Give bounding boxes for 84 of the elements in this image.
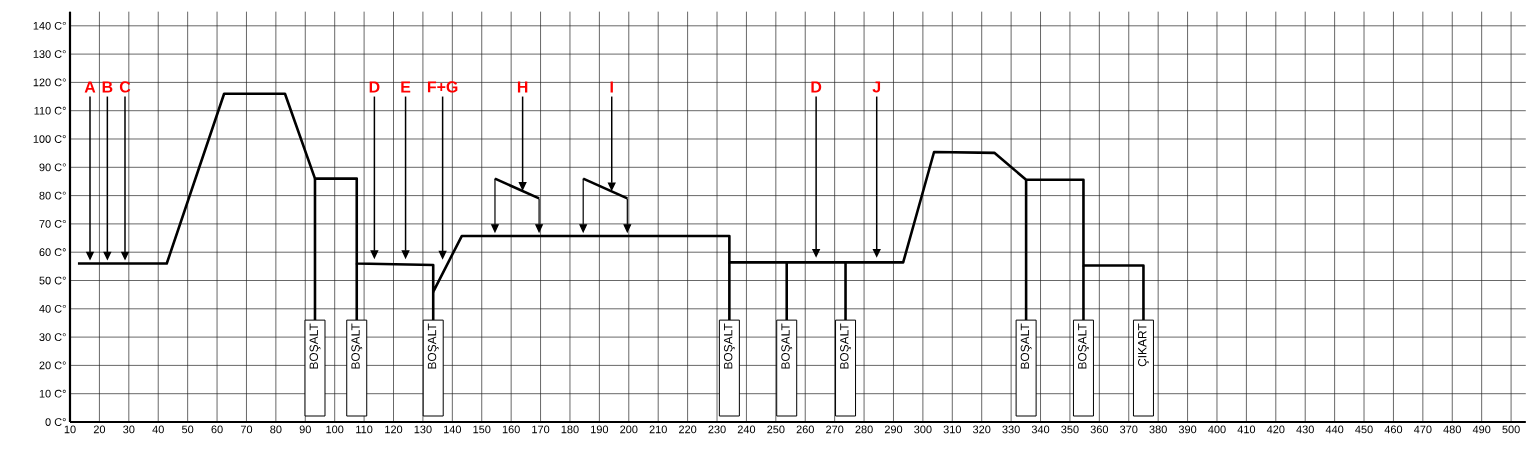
x-tick-label: 430 (1296, 425, 1314, 434)
x-tick-label: 200 (620, 425, 638, 434)
x-tick-label: 380 (1149, 425, 1167, 434)
x-tick-label: 400 (1208, 425, 1226, 434)
annotation: H (517, 81, 528, 93)
x-tick-label: 300 (914, 425, 932, 434)
x-tick-label: 260 (796, 425, 814, 434)
x-tick-label: 340 (1031, 425, 1050, 434)
y-tick-label: 30 C° (39, 333, 66, 341)
x-tick-label: 230 (708, 425, 726, 434)
annotation: BOŞALT (351, 323, 363, 369)
x-tick-label: 140 (444, 425, 462, 434)
x-tick-label: 180 (561, 425, 579, 434)
x-tick-label: 330 (1002, 425, 1020, 434)
annotation: ÇIKART (1138, 323, 1149, 367)
x-tick-label: 480 (1443, 425, 1461, 434)
x-tick-label: 220 (679, 425, 697, 434)
annotation: D (811, 81, 822, 93)
y-tick-label: 130 C° (33, 50, 66, 58)
x-tick-label: 490 (1472, 425, 1491, 434)
x-tick-label: 190 (591, 425, 609, 434)
x-tick-label: 60 (211, 425, 223, 434)
annotation: E (401, 81, 411, 93)
annotation: BOŞALT (309, 323, 321, 369)
annotation: BOŞALT (427, 323, 439, 369)
y-tick-label: 70 C° (39, 220, 66, 228)
x-tick-label: 110 (356, 425, 373, 434)
x-tick-label: 360 (1090, 425, 1109, 434)
x-tick-label: 40 (152, 425, 164, 434)
annotation: BOŞALT (1020, 323, 1032, 369)
x-tick-label: 450 (1355, 425, 1373, 434)
annotation: I (610, 81, 613, 93)
y-tick-label: 60 C° (39, 248, 66, 257)
x-tick-label: 250 (767, 425, 785, 434)
x-tick-label: 90 (299, 425, 311, 434)
x-tick-label: 50 (181, 425, 194, 434)
x-tick-label: 10 (64, 425, 76, 434)
x-tick-label: 470 (1413, 425, 1432, 434)
y-tick-label: 90 C° (39, 163, 66, 172)
x-tick-label: 290 (884, 425, 903, 434)
x-tick-label: 100 (326, 425, 344, 434)
annotation: C (119, 81, 131, 93)
x-tick-label: 350 (1061, 425, 1079, 434)
x-tick-label: 170 (532, 425, 550, 434)
x-tick-label: 130 (414, 425, 432, 434)
annotation: J (872, 81, 881, 93)
y-tick-label: 20 C° (39, 361, 66, 370)
y-tick-label: 110 C° (34, 106, 66, 115)
y-tick-label: 140 C° (33, 21, 66, 30)
annotation: BOŞALT (840, 323, 851, 369)
y-tick-label: 50 C° (39, 276, 66, 285)
annotation: A (84, 81, 96, 93)
y-tick-label: 0 C° (45, 418, 66, 426)
x-tick-label: 320 (972, 425, 991, 434)
x-tick-label: 80 (270, 425, 282, 434)
x-tick-label: 270 (826, 425, 844, 434)
y-tick-label: 10 C° (39, 389, 66, 398)
x-tick-label: 210 (649, 425, 667, 434)
x-tick-label: 280 (855, 425, 873, 434)
annotation: BOŞALT (1078, 323, 1089, 369)
x-tick-label: 120 (385, 425, 403, 434)
x-tick-label: 30 (123, 425, 135, 434)
annotation: F+G (427, 81, 458, 93)
x-tick-label: 370 (1120, 425, 1138, 434)
x-tick-label: 410 (1237, 425, 1256, 434)
x-tick-label: 420 (1266, 425, 1285, 434)
y-tick-label: 40 C° (39, 304, 66, 313)
x-tick-label: 440 (1325, 425, 1344, 434)
x-tick-label: 500 (1502, 425, 1520, 434)
annotation: BOŞALT (723, 323, 735, 369)
y-tick-label: 120 C° (33, 78, 66, 87)
x-tick-label: 150 (473, 425, 491, 434)
y-tick-label: 100 C° (33, 135, 66, 143)
x-tick-label: 160 (502, 425, 520, 434)
x-tick-label: 240 (737, 425, 756, 434)
x-tick-label: 460 (1384, 425, 1403, 434)
x-tick-label: 310 (943, 425, 961, 434)
x-tick-label: 20 (93, 425, 106, 434)
annotation: D (369, 81, 380, 93)
annotation: B (102, 81, 113, 93)
x-tick-label: 70 (240, 425, 253, 434)
annotation: BOŞALT (781, 323, 793, 369)
x-tick-label: 390 (1178, 425, 1197, 434)
y-tick-label: 80 C° (39, 191, 66, 200)
